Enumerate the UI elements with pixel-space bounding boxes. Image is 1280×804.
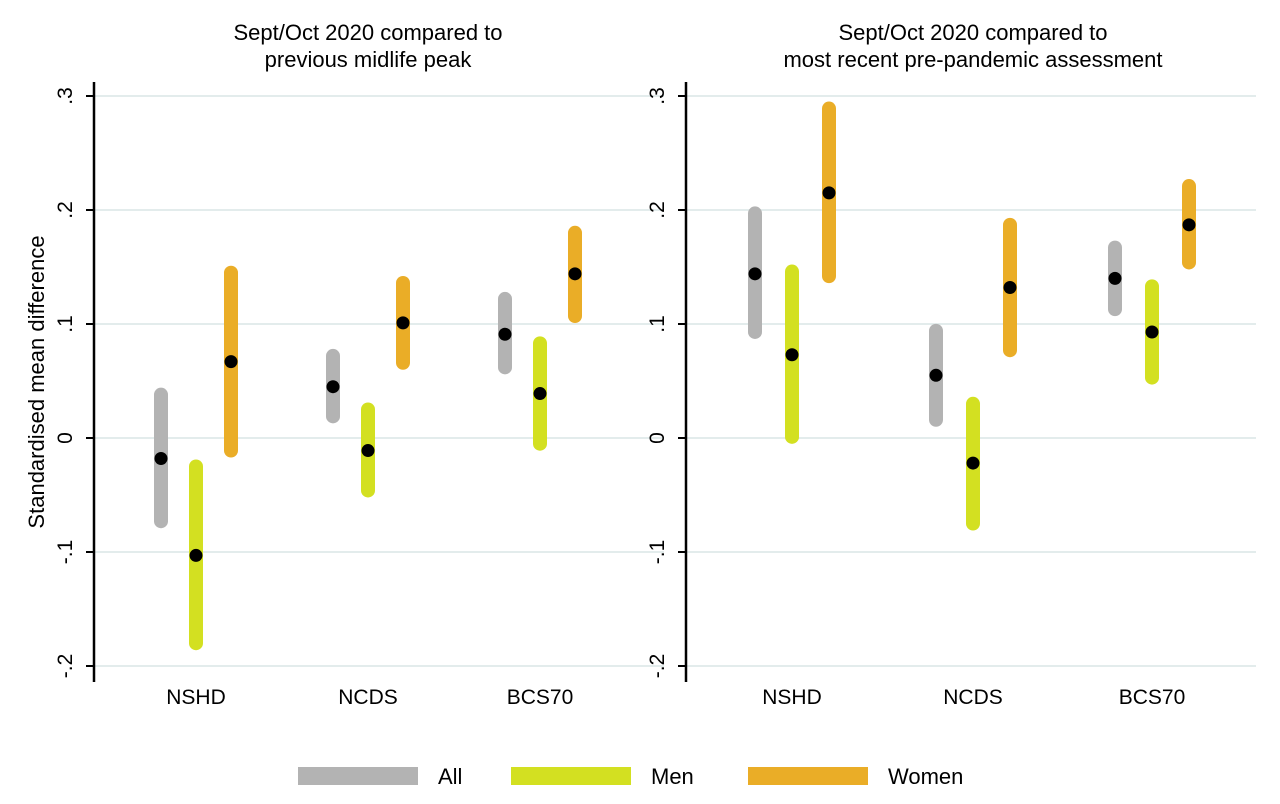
x-category-label: NCDS bbox=[338, 686, 398, 709]
legend-label-women: Women bbox=[888, 764, 963, 789]
point-all-ncds bbox=[326, 380, 340, 394]
point-women-bcs70 bbox=[568, 267, 582, 281]
panel-2-title-line-2: most recent pre-pandemic assessment bbox=[783, 47, 1162, 72]
panel-2-title-line-1: Sept/Oct 2020 compared to bbox=[838, 20, 1107, 45]
point-all-nshd bbox=[154, 452, 168, 466]
point-women-bcs70 bbox=[1182, 218, 1196, 232]
legend-swatch-all bbox=[298, 767, 418, 785]
point-women-nshd bbox=[224, 355, 238, 369]
point-all-nshd bbox=[748, 267, 762, 281]
x-category-label: BCS70 bbox=[507, 686, 574, 709]
point-women-nshd bbox=[822, 186, 836, 200]
panel-1-title-line-1: Sept/Oct 2020 compared to bbox=[233, 20, 502, 45]
y-tick-label: .1 bbox=[54, 315, 77, 333]
point-men-nshd bbox=[189, 548, 203, 562]
legend-label-all: All bbox=[438, 764, 462, 789]
legend-label-men: Men bbox=[651, 764, 694, 789]
y-tick-label: 0 bbox=[54, 432, 77, 444]
point-men-ncds bbox=[966, 456, 980, 470]
y-tick-label: .2 bbox=[54, 201, 77, 219]
y-tick-label: 0 bbox=[646, 432, 669, 444]
y-tick-label: -.2 bbox=[54, 654, 77, 679]
y-tick-label: -.1 bbox=[54, 540, 77, 565]
x-category-label: NSHD bbox=[762, 686, 822, 709]
y-tick-label: .2 bbox=[646, 201, 669, 219]
panel-1-title-line-2: previous midlife peak bbox=[265, 47, 473, 72]
legend-swatch-women bbox=[748, 767, 868, 785]
point-all-bcs70 bbox=[1108, 271, 1122, 285]
y-tick-label: -.2 bbox=[646, 654, 669, 679]
point-men-ncds bbox=[361, 444, 375, 458]
y-tick-label: .1 bbox=[646, 315, 669, 333]
x-category-label: NCDS bbox=[943, 686, 1003, 709]
x-category-label: NSHD bbox=[166, 686, 226, 709]
x-category-label: BCS70 bbox=[1119, 686, 1186, 709]
y-tick-label: -.1 bbox=[646, 540, 669, 565]
point-women-ncds bbox=[1003, 281, 1017, 295]
y-tick-label: .3 bbox=[646, 87, 669, 105]
point-women-ncds bbox=[396, 316, 410, 330]
point-men-nshd bbox=[785, 348, 799, 362]
legend-swatch-men bbox=[511, 767, 631, 785]
y-axis-label: Standardised mean difference bbox=[24, 235, 49, 528]
point-men-bcs70 bbox=[1145, 325, 1159, 339]
point-all-ncds bbox=[929, 368, 943, 382]
point-all-bcs70 bbox=[498, 327, 512, 341]
y-tick-label: .3 bbox=[54, 87, 77, 105]
point-men-bcs70 bbox=[533, 387, 547, 401]
